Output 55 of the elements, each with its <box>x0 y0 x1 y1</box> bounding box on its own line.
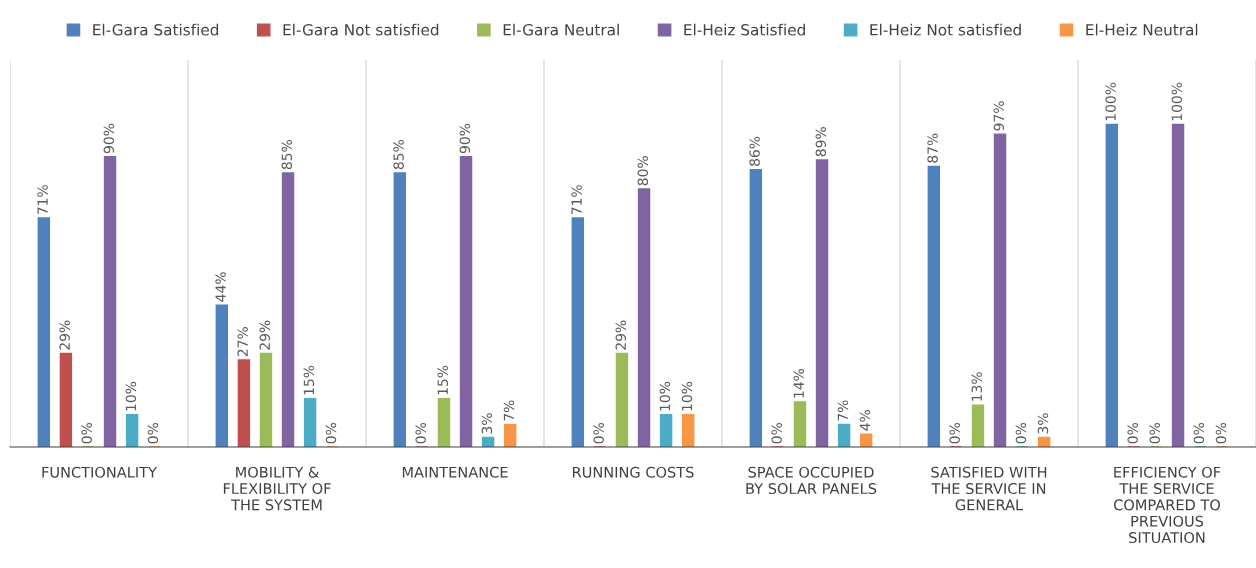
data-label: 3% <box>481 413 493 434</box>
data-label: 0% <box>771 422 782 444</box>
data-label: 7% <box>837 400 849 421</box>
data-label: 100% <box>1105 82 1116 121</box>
data-label: 10% <box>681 381 693 411</box>
data-label: 86% <box>749 136 760 166</box>
data-label: 13% <box>971 372 982 401</box>
data-label: 10% <box>659 381 671 411</box>
data-label: 7% <box>503 400 515 421</box>
data-label: 90% <box>103 123 115 154</box>
data-label: 71% <box>37 185 48 215</box>
data-label: 15% <box>437 365 448 395</box>
data-label: 0% <box>147 422 159 444</box>
data-label: 0% <box>415 422 426 444</box>
legend-label: El-Heiz Neutral <box>1086 23 1198 36</box>
data-label: 71% <box>571 185 582 215</box>
legend-label: El-Gara Not satisfied <box>283 23 439 36</box>
x-tick-label: MOBILITY & FLEXIBILITY OF THE SYSTEM <box>223 466 331 511</box>
data-label: 0% <box>81 422 92 444</box>
data-label: 85% <box>281 139 293 170</box>
data-label: 0% <box>1127 422 1138 444</box>
data-label: 89% <box>815 127 827 157</box>
data-label: 0% <box>593 422 604 444</box>
x-tick-label: RUNNING COSTS <box>573 466 694 478</box>
x-tick-label: SPACE OCCUPIED BY SOLAR PANELS <box>746 466 877 495</box>
data-label: 85% <box>393 139 404 170</box>
data-label: 97% <box>993 101 1005 131</box>
data-label: 0% <box>325 422 337 444</box>
x-tick-label: MAINTENANCE <box>402 466 508 478</box>
data-label: 87% <box>927 133 938 163</box>
data-label: 15% <box>303 365 315 395</box>
data-label: 14% <box>793 368 804 398</box>
data-label: 0% <box>1193 422 1205 444</box>
data-label: 29% <box>59 320 70 350</box>
data-label: 3% <box>1037 413 1049 434</box>
data-label: 0% <box>1149 422 1160 444</box>
legend-label: El-Heiz Satisfied <box>684 23 805 36</box>
legend-label: El-Heiz Not satisfied <box>870 23 1021 36</box>
data-label: 29% <box>259 320 270 350</box>
data-label: 90% <box>459 123 471 154</box>
data-label: 4% <box>859 410 871 431</box>
legend-label: El-Gara Satisfied <box>93 23 219 36</box>
data-label: 0% <box>949 422 960 444</box>
x-tick-label: EFFICIENCY OF THE SERVICE COMPARED TO PREVIOUS SITUATION <box>1113 466 1221 544</box>
data-label: 29% <box>615 320 626 350</box>
x-tick-label: FUNCTIONALITY <box>42 466 158 478</box>
data-label: 80% <box>637 156 649 186</box>
data-label: 10% <box>125 381 137 411</box>
data-label: 44% <box>215 272 226 302</box>
data-label: 0% <box>1015 422 1027 444</box>
data-label: 27% <box>237 327 248 357</box>
data-label: 100% <box>1171 82 1183 121</box>
data-label: 0% <box>1215 422 1227 444</box>
x-tick-label: SATISFIED WITH THE SERVICE IN GENERAL <box>931 466 1047 511</box>
legend-label: El-Gara Neutral <box>503 23 619 36</box>
